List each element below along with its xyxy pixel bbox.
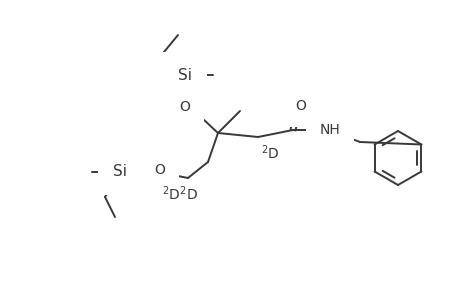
Text: Si: Si [113, 164, 127, 179]
Text: $\mathregular{^2}$D$\mathregular{^2}$D: $\mathregular{^2}$D$\mathregular{^2}$D [162, 185, 197, 203]
Text: $\mathregular{^2}$D: $\mathregular{^2}$D [260, 144, 279, 162]
Text: O: O [179, 100, 190, 114]
Text: O: O [154, 163, 165, 177]
Text: O: O [295, 99, 306, 113]
Text: Si: Si [178, 68, 191, 82]
Text: NH: NH [319, 123, 340, 137]
